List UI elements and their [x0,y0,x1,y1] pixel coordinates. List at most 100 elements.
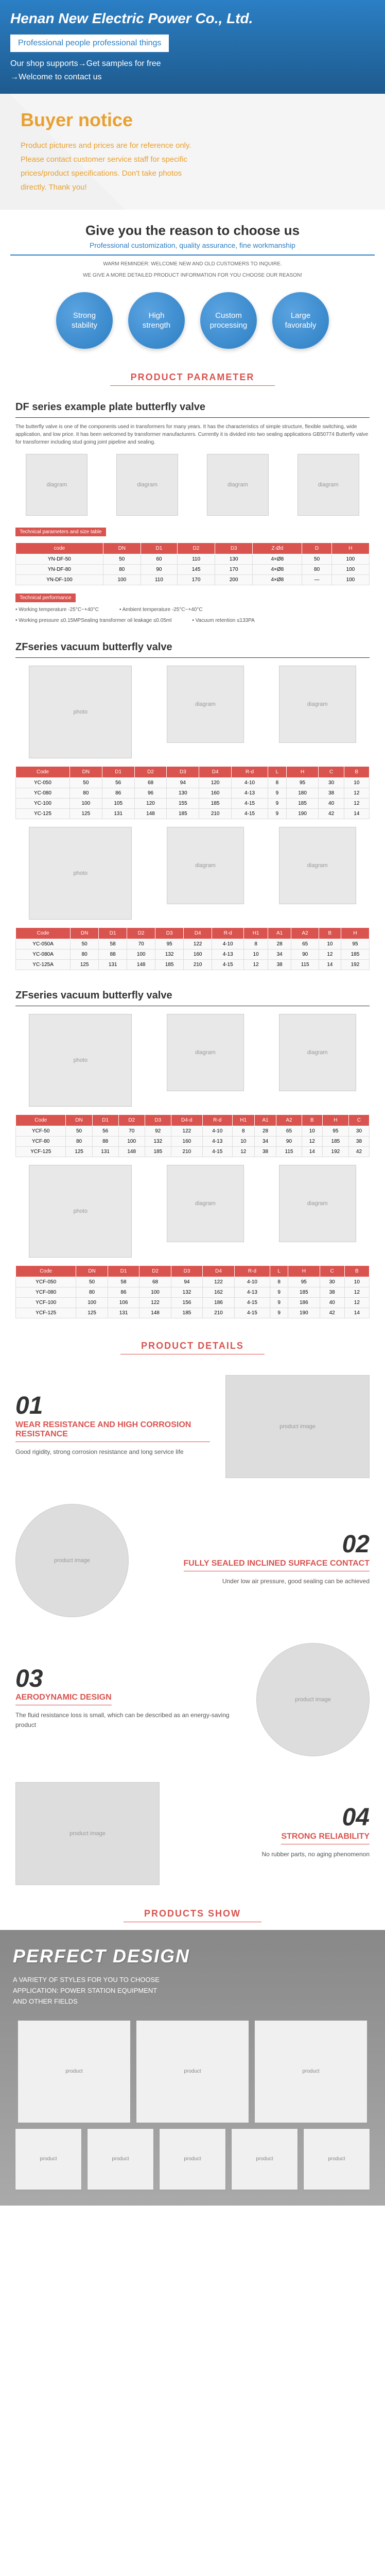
table-header: DN [69,767,102,778]
tagline: Professional people professional things [10,35,169,52]
table-row: YC-050505668941204-108953010 [16,778,370,788]
detail-number: 04 [175,1808,370,1827]
reason-section: Give you the reason to choose us Profess… [0,210,385,362]
table-header: H1 [244,928,268,939]
table-header: B [344,1266,369,1277]
support-line1: Our shop supports→Get samples for free [10,57,375,71]
table-row: YC-050A505870951224-10828651095 [16,939,370,950]
show-item: product [254,2020,367,2123]
df-title: DF series example plate butterfly valve [15,401,370,418]
show-item: product [303,2128,370,2190]
reason-small1: WARM REMINDER: WELCOME NEW AND OLD CUSTO… [10,261,375,268]
reason-small2: WE GIVE A MORE DETAILED PRODUCT INFORMAT… [10,272,375,279]
table-row: YC-0808086961301604-1391803812 [16,788,370,799]
df-desc: The butterfly valve is one of the compon… [15,423,370,446]
table-header: L [268,767,287,778]
table-header: D1 [141,543,177,554]
table-header: A1 [254,1115,276,1126]
zf2-table1: CodeDND1D2D3D4-dR-dH1A1A2BHCYCF-50505670… [15,1114,370,1157]
df-block: DF series example plate butterfly valve … [0,394,385,634]
table-header: D4-d [171,1115,202,1126]
diagram: diagram [207,454,269,516]
table-row: YC-125A1251311481852104-15123811514192 [16,960,370,970]
product-photo: photo [29,1165,132,1258]
show-item: product [15,2128,82,2190]
table-header: D4 [184,928,212,939]
table-header: D3 [167,767,199,778]
notice-title: Buyer notice [21,109,364,131]
table-header: C [320,1266,344,1277]
diagram: diagram [279,666,356,743]
zf1-title: ZFseries vacuum butterfly valve [15,641,370,658]
table-header: R-d [212,928,244,939]
notice-text: Product pictures and prices are for refe… [21,139,364,194]
diagram: diagram [167,1165,244,1242]
detail-title: AERODYNAMIC DESIGN [15,1693,112,1705]
detail-image: product image [15,1504,129,1617]
table-header: L [270,1266,288,1277]
detail-desc: The fluid resistance loss is small, whic… [15,1710,241,1730]
feature-circle: Customprocessing [200,292,257,349]
table-row: YC-080A80881001321604-1310349012185 [16,950,370,960]
table-header: D2 [177,543,215,554]
diagram: diagram [279,1014,356,1091]
table-row: YCF-8080881001321604-131034901218538 [16,1137,370,1147]
spec-label: Technical parameters and size table [15,528,106,536]
table-row: YCF-050505868941224-108953010 [16,1277,370,1287]
table-header: D4 [203,1266,234,1277]
table-row: YN-DF-8080901451704×Ø880100 [16,565,370,575]
table-header: Code [16,1115,66,1126]
table-header: D1 [99,928,127,939]
company-name: Henan New Electric Power Co., Ltd. [10,10,375,27]
table-header: R-d [202,1115,232,1126]
table-header: D3 [215,543,253,554]
table-row: YC-1001001051201551854-1591854012 [16,799,370,809]
product-photo: photo [29,827,132,920]
table-row: YCF-08080861001321624-1391853812 [16,1287,370,1298]
table-header: DN [66,1115,92,1126]
table-header: Code [16,767,70,778]
table-header: D1 [108,1266,139,1277]
details-header: PRODUCT DETAILS [0,1330,385,1362]
table-header: Z-Ød [253,543,302,554]
table-header: R-d [232,767,268,778]
table-header: D1 [102,767,134,778]
diagram: diagram [26,454,87,516]
table-header: C [319,767,344,778]
reason-subtitle: Professional customization, quality assu… [10,241,375,249]
param-header: PRODUCT PARAMETER [0,362,385,394]
table-header: code [16,543,103,554]
show-item: product [231,2128,298,2190]
diagram: diagram [167,827,244,904]
detail-desc: Under low air pressure, good sealing can… [144,1577,370,1586]
product-photo: photo [29,666,132,758]
buyer-notice: Buyer notice Product pictures and prices… [0,94,385,210]
table-header: D4 [199,767,232,778]
table-header: B [344,767,369,778]
show-item: product [136,2020,249,2123]
table-header: D2 [127,928,155,939]
detail-title: STRONG RELIABILITY [281,1832,370,1844]
support-line2: →Welcome to contact us [10,71,375,84]
detail-number: 03 [15,1669,241,1689]
show-item: product [87,2128,154,2190]
df-table: codeDND1D2D3Z-ØdDHYN-DF-5050601101304×Ø8… [15,543,370,585]
detail-item: 03 AERODYNAMIC DESIGN The fluid resistan… [0,1630,385,1769]
detail-image: product image [225,1375,370,1478]
table-row: YN-DF-5050601101304×Ø850100 [16,554,370,565]
zf2-title: ZFseries vacuum butterfly valve [15,990,370,1006]
detail-image: product image [256,1643,370,1756]
show-header: PRODUCTS SHOW [0,1898,385,1930]
show-item: product [159,2128,226,2190]
table-header: A2 [291,928,319,939]
table-header: H [322,1115,348,1126]
table-header: R-d [234,1266,270,1277]
table-header: A1 [268,928,291,939]
table-header: DN [103,543,141,554]
diagram: diagram [167,666,244,743]
table-header: B [302,1115,322,1126]
detail-desc: Good rigidity, strong corrosion resistan… [15,1447,210,1457]
feature-circle: Largefavorably [272,292,329,349]
diagram: diagram [279,1165,356,1242]
detail-number: 02 [144,1535,370,1554]
